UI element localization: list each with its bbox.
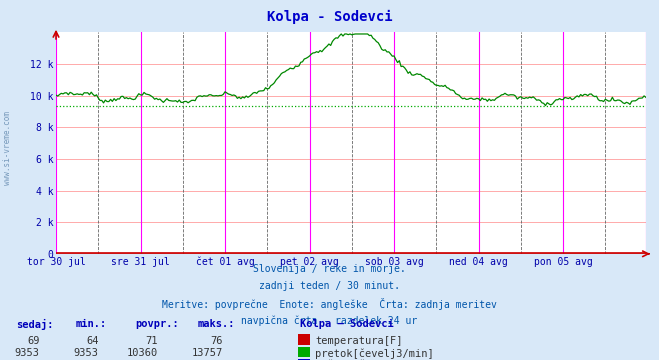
Text: temperatura[F]: temperatura[F] [315, 336, 403, 346]
Text: Slovenija / reke in morje.: Slovenija / reke in morje. [253, 264, 406, 274]
Text: 64: 64 [86, 336, 99, 346]
Text: min.:: min.: [76, 319, 107, 329]
Text: 76: 76 [210, 336, 223, 346]
Text: povpr.:: povpr.: [135, 319, 179, 329]
Text: Kolpa - Sodevci: Kolpa - Sodevci [267, 10, 392, 24]
Text: www.si-vreme.com: www.si-vreme.com [3, 111, 12, 185]
Text: 69: 69 [27, 336, 40, 346]
Text: maks.:: maks.: [198, 319, 235, 329]
Text: 71: 71 [146, 336, 158, 346]
Text: 9353: 9353 [14, 348, 40, 358]
Text: Meritve: povprečne  Enote: angleške  Črta: zadnja meritev: Meritve: povprečne Enote: angleške Črta:… [162, 298, 497, 310]
Text: 10360: 10360 [127, 348, 158, 358]
Text: Kolpa – Sodevci: Kolpa – Sodevci [300, 319, 393, 329]
Text: 9353: 9353 [74, 348, 99, 358]
Text: 13757: 13757 [192, 348, 223, 358]
Text: zadnji teden / 30 minut.: zadnji teden / 30 minut. [259, 281, 400, 291]
Text: navpična črta - razdelek 24 ur: navpična črta - razdelek 24 ur [241, 315, 418, 326]
Text: sedaj:: sedaj: [16, 319, 54, 330]
Text: pretok[čevelj3/min]: pretok[čevelj3/min] [315, 348, 434, 359]
